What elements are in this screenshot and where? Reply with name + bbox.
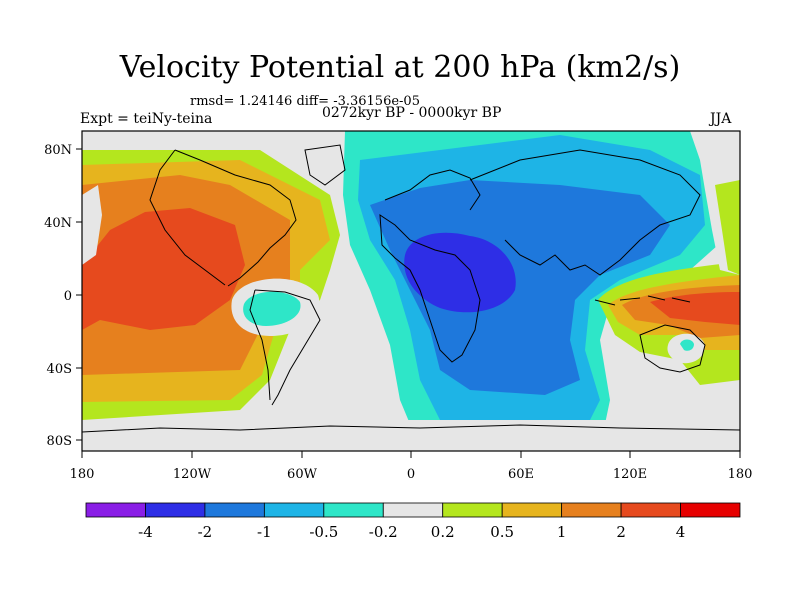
colorbar-swatch xyxy=(442,502,503,518)
x-tick-label: 120E xyxy=(613,467,647,482)
contour-region xyxy=(680,339,694,351)
colorbar-tick-label: -0.2 xyxy=(369,523,398,541)
y-tick-label: 80S xyxy=(47,434,72,449)
contour-region xyxy=(82,420,740,451)
colorbar-tick-label: 0.2 xyxy=(431,523,455,541)
colorbar xyxy=(85,502,741,518)
season-label: JJA xyxy=(710,111,732,127)
colorbar-swatch xyxy=(561,502,622,518)
colorbar-swatch xyxy=(323,502,384,518)
colorbar-swatch xyxy=(680,502,741,518)
colorbar-swatch xyxy=(85,502,146,518)
x-tick-label: 0 xyxy=(407,467,415,482)
colorbar-tick-label: 0.5 xyxy=(490,523,514,541)
colorbar-tick-label: -1 xyxy=(257,523,272,541)
y-tick-label: 40S xyxy=(47,362,72,377)
chart-title: Velocity Potential at 200 hPa (km2/s) xyxy=(119,50,681,85)
y-ticks xyxy=(76,148,82,441)
y-tick-label: 40N xyxy=(44,216,72,231)
x-ticks xyxy=(81,451,741,458)
x-tick-label: 180 xyxy=(728,467,753,482)
x-tick-label: 60W xyxy=(287,467,318,482)
colorbar-swatch xyxy=(382,502,444,518)
contour-region xyxy=(82,185,102,265)
period-label: 0272kyr BP - 0000kyr BP xyxy=(322,105,502,121)
colorbar-labels: -4 -2 -1 -0.5 -0.2 0.2 0.5 1 2 4 xyxy=(138,523,685,541)
colorbar-swatch xyxy=(145,502,206,518)
contour-region xyxy=(715,180,740,275)
colorbar-tick-label: -4 xyxy=(138,523,153,541)
x-tick-label: 60E xyxy=(508,467,534,482)
coastlines xyxy=(82,144,740,433)
contour-region xyxy=(404,232,516,313)
x-tick-label: 180 xyxy=(70,467,95,482)
experiment-label: Expt = teiNy-teina xyxy=(80,111,213,127)
colorbar-tick-label: -0.5 xyxy=(309,523,338,541)
colorbar-tick-label: -2 xyxy=(198,523,213,541)
colorbar-tick-label: 2 xyxy=(616,523,626,541)
colorbar-swatch xyxy=(263,502,325,518)
stats-label: rmsd= 1.24146 diff= -3.36156e-05 xyxy=(190,94,420,109)
colorbar-tick-label: 4 xyxy=(676,523,686,541)
contour-region xyxy=(82,208,245,330)
colorbar-swatch xyxy=(501,502,563,518)
map-field xyxy=(82,131,740,451)
colorbar-tick-label: 1 xyxy=(557,523,567,541)
contour-region xyxy=(650,292,740,325)
y-tick-label: 0 xyxy=(64,289,72,304)
contour-region xyxy=(243,291,301,326)
colorbar-swatch xyxy=(204,502,265,518)
x-tick-label: 120W xyxy=(173,467,212,482)
colorbar-swatch xyxy=(620,502,681,518)
y-tick-label: 80N xyxy=(44,143,72,158)
